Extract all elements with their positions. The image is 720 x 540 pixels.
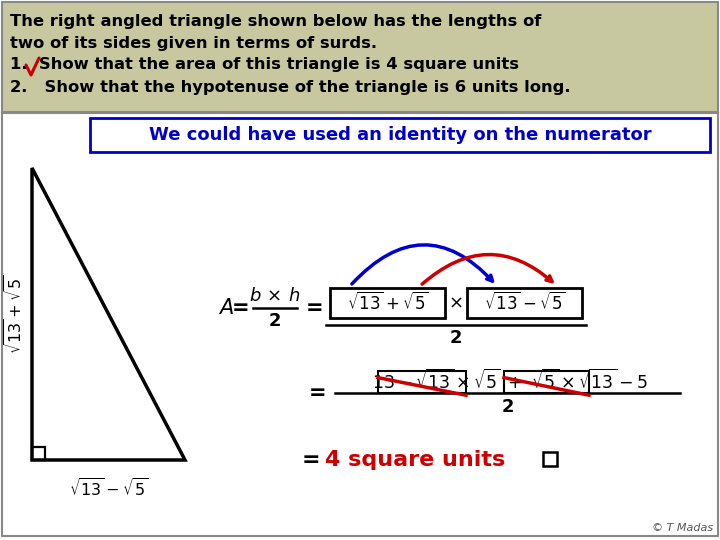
Text: =: = (302, 450, 320, 470)
Text: $\mathit{b}$ $\times$ $\mathit{h}$: $\mathit{b}$ $\times$ $\mathit{h}$ (249, 287, 301, 305)
Text: $\sqrt{13}+\sqrt{5}$: $\sqrt{13}+\sqrt{5}$ (346, 292, 428, 314)
Text: =: = (232, 298, 250, 318)
Text: © T Madas: © T Madas (652, 523, 713, 533)
Bar (2, 113, 718, 536)
Text: $13 - \sqrt{13}\times\sqrt{5}\ +\ \sqrt{5}\times\sqrt{13} - 5$: $13 - \sqrt{13}\times\sqrt{5}\ +\ \sqrt{… (372, 369, 648, 393)
Bar (90, 118, 710, 152)
Bar (378, 371, 466, 393)
Text: $\times$: $\times$ (448, 294, 462, 312)
Text: 1.  Show that the area of this triangle is 4 square units: 1. Show that the area of this triangle i… (10, 57, 519, 72)
Text: =: = (306, 298, 324, 318)
Bar (330, 288, 445, 318)
Text: 4 square units: 4 square units (325, 450, 505, 470)
Bar (467, 288, 582, 318)
Text: 2: 2 (450, 329, 462, 347)
Bar (543, 452, 557, 466)
Bar (32, 447, 45, 460)
Text: =: = (309, 383, 327, 403)
Text: two of its sides given in terms of surds.: two of its sides given in terms of surds… (10, 36, 377, 51)
Text: We could have used an identity on the numerator: We could have used an identity on the nu… (149, 126, 652, 144)
Text: 2: 2 (269, 312, 282, 330)
Bar (2, 2, 718, 112)
Text: $\sqrt{13}-\sqrt{5}$: $\sqrt{13}-\sqrt{5}$ (484, 292, 565, 314)
Bar (504, 371, 589, 393)
Text: $\sqrt{13}-\sqrt{5}$: $\sqrt{13}-\sqrt{5}$ (69, 478, 148, 500)
Text: 2.   Show that the hypotenuse of the triangle is 6 units long.: 2. Show that the hypotenuse of the trian… (10, 80, 570, 95)
Text: 2: 2 (501, 398, 514, 416)
Text: The right angled triangle shown below has the lengths of: The right angled triangle shown below ha… (10, 14, 541, 29)
Text: $\sqrt{13}+\sqrt{5}$: $\sqrt{13}+\sqrt{5}$ (4, 274, 26, 354)
Text: $\mathit{A}$: $\mathit{A}$ (218, 298, 234, 318)
